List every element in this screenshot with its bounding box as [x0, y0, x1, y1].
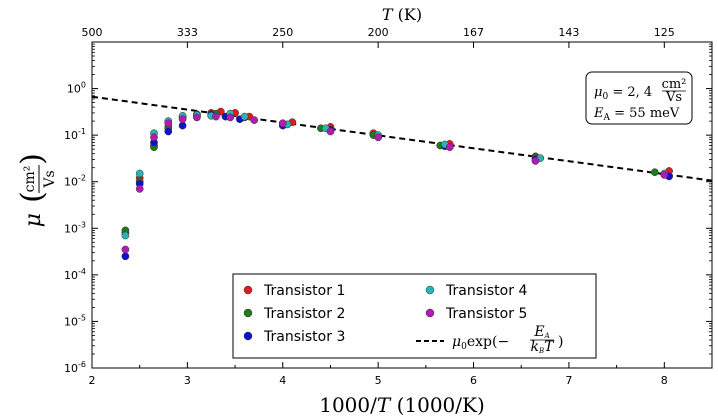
top-tick-label: 143 — [558, 26, 579, 39]
legend-label-transistor-3: Transistor 3 — [263, 329, 345, 345]
top-tick-label: 200 — [368, 26, 389, 39]
y-axis-title: μ ( cm² Vs ) — [15, 153, 58, 227]
y-tick-label: 10-1 — [64, 127, 86, 142]
plot-frame — [91, 41, 713, 369]
top-tick-label: 333 — [177, 26, 198, 39]
svg-text:): ) — [15, 153, 50, 165]
annotation-mu0: μ0 = 2, 4 — [594, 85, 652, 102]
y-tick-label: 100 — [67, 81, 86, 96]
data-point-transistor-5 — [135, 185, 144, 193]
legend-fit-frac-den: kBT — [531, 339, 556, 355]
legend-swatch-transistor-5 — [425, 308, 435, 318]
svg-text:cm²: cm² — [22, 166, 38, 193]
svg-text:Vs: Vs — [42, 170, 58, 188]
annotation-unit-num: cm² — [662, 77, 687, 92]
annotation-box — [585, 71, 693, 125]
x-axis-title: 1000/T (1000/K) — [319, 393, 485, 417]
data-point-transistor-5 — [150, 133, 158, 142]
y-tick-label: 10-2 — [64, 174, 86, 189]
annotation-ea: EA = 55 meV — [593, 106, 680, 123]
data-point-transistor-4 — [121, 231, 130, 240]
data-point-transistor-5 — [212, 112, 220, 121]
data-point-transistor-5 — [445, 143, 454, 152]
data-point-transistor-5 — [178, 115, 187, 124]
data-point-transistor-4 — [240, 112, 249, 121]
x-tick-label: 4 — [279, 374, 286, 387]
x-tick-label: 3 — [184, 374, 191, 387]
top-axis-title: T (K) — [382, 5, 422, 24]
y-tick-label: 10-3 — [64, 220, 86, 235]
top-tick-label: 167 — [463, 26, 484, 39]
data-point-transistor-5 — [278, 119, 287, 128]
data-point-transistor-3 — [121, 252, 130, 261]
legend-swatch-transistor-1 — [243, 285, 253, 295]
svg-text:(: ( — [15, 191, 50, 203]
data-point-transistor-3 — [164, 127, 173, 136]
x-tick-label: 5 — [375, 374, 382, 387]
data-point-transistor-2 — [650, 168, 659, 177]
annotation-unit-den: Vs — [665, 90, 682, 105]
data-point-transistor-5 — [164, 119, 173, 128]
data-point-transistor-5 — [374, 133, 383, 142]
svg-text:μ: μ — [21, 213, 46, 227]
legend-box — [232, 273, 597, 359]
data-point-transistor-5 — [250, 116, 259, 124]
fit-layer — [91, 95, 713, 182]
x-tick-label: 8 — [661, 374, 668, 387]
data-point-transistor-5 — [326, 127, 335, 136]
data-point-transistor-5 — [226, 113, 235, 122]
ticks-layer: 2 3 4 5 6 7 8 500 333 250 200 167 143 125 100 10-1 10-2 1… — [64, 26, 712, 387]
y-tick-label: 10-4 — [64, 267, 86, 282]
top-tick-label: 125 — [654, 26, 675, 39]
legend-label-transistor-1: Transistor 1 — [263, 283, 345, 299]
x-tick-label: 2 — [89, 374, 96, 387]
legend-label-transistor-5: Transistor 5 — [445, 306, 527, 322]
y-tick-label: 10-6 — [64, 360, 86, 375]
fit-parameters-annotation: μ0 = 2, 4 cm² Vs EA = 55 meV — [585, 71, 693, 125]
points-layer — [121, 107, 673, 261]
data-point-transistor-5 — [121, 245, 130, 254]
y-tick-label: 10-5 — [64, 313, 86, 328]
legend-label-transistor-2: Transistor 2 — [263, 306, 345, 322]
x-tick-label: 6 — [470, 374, 477, 387]
legend-label-transistor-4: Transistor 4 — [445, 283, 527, 299]
fit-line — [91, 95, 713, 182]
legend-entries: Transistor 1 Transistor 2 Transistor 3 Tran… — [243, 283, 527, 345]
top-tick-label: 500 — [82, 26, 103, 39]
legend-fit-label: μ0exp(− — [452, 334, 509, 352]
x-tick-label: 7 — [565, 374, 572, 387]
data-point-transistor-5 — [660, 171, 669, 179]
data-point-transistor-3 — [178, 121, 187, 130]
legend-swatch-transistor-3 — [243, 331, 253, 341]
legend-swatch-transistor-4 — [425, 285, 435, 295]
legend: Transistor 1 Transistor 2 Transistor 3 Tran… — [232, 273, 597, 359]
legend-fit-close: ) — [558, 334, 563, 350]
data-point-transistor-5 — [531, 157, 540, 165]
top-tick-label: 250 — [272, 26, 293, 39]
legend-swatch-transistor-2 — [243, 308, 253, 318]
data-point-transistor-5 — [193, 113, 201, 122]
data-point-transistor-4 — [135, 169, 144, 178]
